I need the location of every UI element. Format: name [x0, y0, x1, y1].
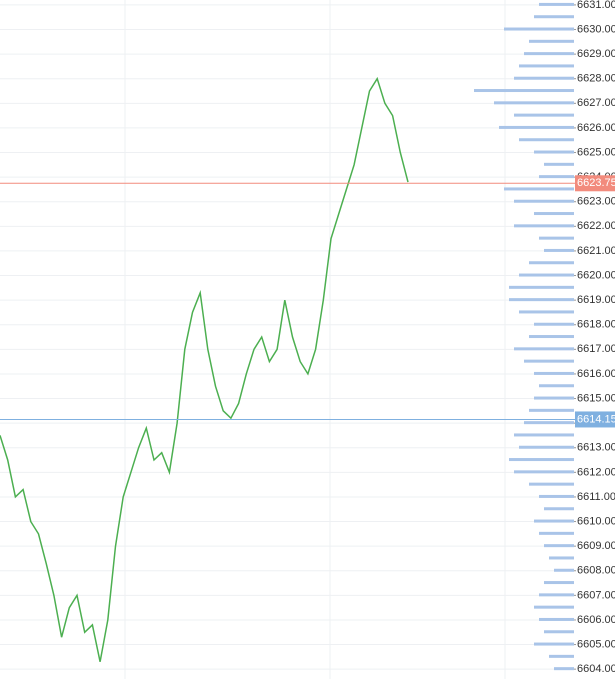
- y-tick-label: 6611.00: [577, 491, 615, 503]
- volume-bar: [549, 654, 574, 658]
- volume-bar: [474, 89, 574, 93]
- volume-bar: [534, 642, 574, 646]
- volume-bar: [539, 236, 574, 240]
- volume-bar: [529, 261, 574, 265]
- y-tick-label: 6608.00: [577, 565, 615, 577]
- volume-bar: [509, 298, 574, 302]
- volume-bar: [534, 322, 574, 326]
- y-tick-label: 6622.00: [577, 220, 615, 232]
- volume-bar: [534, 150, 574, 154]
- volume-bar: [514, 199, 574, 203]
- y-tick-label: 6623.00: [577, 196, 615, 208]
- volume-bar: [539, 2, 574, 6]
- volume-bar: [529, 408, 574, 412]
- volume-bar: [524, 359, 574, 363]
- volume-bar: [519, 138, 574, 142]
- time-grid: [124, 0, 506, 679]
- volume-bar: [504, 27, 574, 31]
- volume-bar: [539, 384, 574, 388]
- price-tag-label: 6614.15: [577, 413, 615, 425]
- volume-bar: [524, 421, 574, 425]
- y-tick-label: 6621.00: [577, 245, 615, 257]
- y-tick-label: 6610.00: [577, 515, 615, 527]
- price-line: [0, 76, 409, 662]
- y-tick-label: 6626.00: [577, 122, 615, 134]
- y-tick-label: 6616.00: [577, 368, 615, 380]
- y-tick-label: 6615.00: [577, 392, 615, 404]
- volume-bar: [494, 101, 574, 105]
- volume-bar: [519, 273, 574, 277]
- y-tick-label: 6604.00: [577, 663, 615, 675]
- y-tick-label: 6628.00: [577, 73, 615, 85]
- volume-bar: [554, 667, 574, 671]
- y-tick-label: 6618.00: [577, 319, 615, 331]
- volume-bar: [514, 433, 574, 437]
- volume-bar: [514, 470, 574, 474]
- volume-bar: [534, 605, 574, 609]
- y-tick-label: 6613.00: [577, 442, 615, 454]
- y-tick-label: 6617.00: [577, 343, 615, 355]
- volume-bar: [544, 248, 574, 252]
- volume-bar: [544, 581, 574, 585]
- volume-bar: [514, 224, 574, 228]
- volume-bar: [529, 335, 574, 339]
- volume-bar: [549, 556, 574, 560]
- y-tick-label: 6607.00: [577, 589, 615, 601]
- volume-bar: [539, 175, 574, 179]
- volume-bar: [529, 482, 574, 486]
- price-tag-label: 6623.75: [577, 177, 615, 189]
- volume-bar: [514, 113, 574, 117]
- volume-bar: [519, 445, 574, 449]
- volume-bar: [529, 39, 574, 43]
- volume-bar: [539, 531, 574, 535]
- volume-bar: [534, 15, 574, 19]
- volume-bar: [519, 64, 574, 68]
- y-tick-label: 6630.00: [577, 23, 615, 35]
- volume-bar: [519, 310, 574, 314]
- y-tick-label: 6629.00: [577, 48, 615, 60]
- volume-bar: [509, 458, 574, 462]
- volume-bar: [524, 52, 574, 56]
- volume-bar: [534, 371, 574, 375]
- volume-bar: [539, 593, 574, 597]
- volume-bar: [544, 630, 574, 634]
- volume-bar: [499, 125, 574, 129]
- volume-bar: [509, 285, 574, 289]
- y-tick-label: 6625.00: [577, 146, 615, 158]
- y-tick-label: 6631.00: [577, 0, 615, 11]
- volume-bar: [544, 507, 574, 511]
- y-tick-label: 6609.00: [577, 540, 615, 552]
- y-tick-label: 6620.00: [577, 269, 615, 281]
- volume-bar: [544, 162, 574, 166]
- y-tick-label: 6627.00: [577, 97, 615, 109]
- price-tag: [575, 411, 615, 428]
- volume-bar: [514, 347, 574, 351]
- volume-bar: [504, 187, 574, 191]
- volume-bar: [534, 519, 574, 523]
- volume-bar: [534, 396, 574, 400]
- y-tick-label: 6619.00: [577, 294, 615, 306]
- volume-bar: [554, 568, 574, 572]
- volume-bar: [539, 617, 574, 621]
- volume-bar: [534, 212, 574, 216]
- y-tick-label: 6606.00: [577, 614, 615, 626]
- volume-bar: [514, 76, 574, 80]
- y-tick-label: 6605.00: [577, 638, 615, 650]
- price-tag: [575, 175, 615, 192]
- y-tick-label: 6612.00: [577, 466, 615, 478]
- volume-bar: [539, 494, 574, 498]
- volume-bar: [544, 544, 574, 548]
